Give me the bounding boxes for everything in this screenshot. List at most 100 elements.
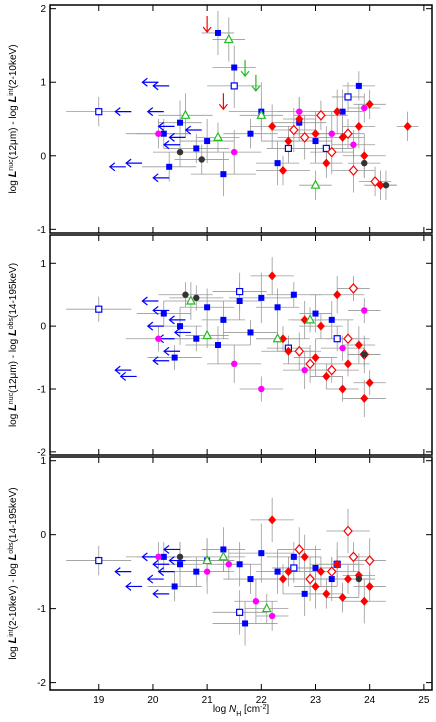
marker — [220, 546, 227, 553]
marker — [193, 335, 200, 342]
y-axis-label-part: (2-10keV) - log — [8, 560, 19, 629]
marker — [163, 346, 181, 356]
marker — [160, 310, 167, 317]
marker — [305, 358, 315, 370]
marker — [300, 552, 309, 562]
marker — [236, 561, 243, 568]
marker — [289, 124, 299, 136]
marker — [403, 121, 412, 131]
marker — [204, 304, 211, 311]
marker — [311, 129, 320, 139]
y-tick-label: 2 — [40, 4, 46, 15]
marker — [361, 104, 368, 112]
marker — [370, 176, 380, 187]
x-axis-label-part: ] — [266, 704, 269, 715]
y-axis-label-part: (2-10keV) — [8, 44, 19, 88]
x-tick-label: 20 — [147, 695, 159, 706]
marker — [168, 132, 186, 142]
marker — [157, 567, 175, 577]
marker — [184, 125, 202, 135]
marker — [354, 121, 363, 131]
marker — [278, 165, 287, 175]
marker — [193, 294, 200, 302]
marker — [247, 576, 254, 583]
marker — [365, 99, 374, 109]
marker — [333, 559, 342, 569]
marker — [204, 138, 211, 145]
marker — [182, 291, 189, 298]
marker — [284, 136, 293, 146]
marker — [316, 321, 325, 331]
marker — [193, 145, 200, 152]
marker — [177, 561, 184, 568]
marker — [361, 351, 368, 358]
marker — [305, 314, 316, 324]
x-axis-label-part: [cm — [241, 704, 260, 715]
marker — [343, 128, 353, 140]
marker — [163, 140, 181, 150]
marker — [168, 556, 186, 566]
marker — [326, 146, 337, 158]
marker — [218, 551, 229, 561]
y-tick-label: -2 — [37, 678, 46, 689]
marker — [125, 581, 143, 591]
marker — [310, 179, 321, 189]
x-axis-label: log NH [cm-2] — [213, 704, 270, 718]
panel-frame — [49, 4, 433, 234]
marker — [214, 342, 221, 348]
marker — [256, 109, 267, 119]
marker — [252, 598, 260, 605]
y-axis-label-part: nuc — [8, 392, 15, 404]
y-axis-label: log Lint(2-10keV) - log Lobs(14-195keV) — [7, 487, 19, 659]
marker — [171, 354, 178, 361]
marker — [328, 316, 335, 323]
marker — [361, 159, 368, 167]
y-axis-label-part: L — [7, 170, 19, 177]
marker — [364, 555, 375, 566]
y-tick-label: 0 — [40, 322, 46, 333]
marker — [155, 553, 162, 561]
marker — [220, 171, 227, 178]
marker — [220, 316, 227, 323]
marker — [360, 393, 369, 403]
marker — [202, 554, 213, 565]
y-axis-label-part: (14-195keV) — [8, 263, 19, 318]
marker — [344, 359, 353, 369]
marker — [141, 296, 159, 306]
marker — [212, 131, 223, 141]
marker — [360, 596, 369, 606]
marker — [344, 574, 353, 584]
marker — [258, 550, 265, 557]
marker — [177, 119, 184, 126]
y-axis-label-part: (12μm) - log — [8, 336, 19, 393]
marker — [360, 151, 369, 161]
marker — [251, 74, 261, 92]
marker — [350, 141, 357, 148]
marker — [274, 304, 281, 311]
marker — [312, 138, 319, 145]
marker — [231, 64, 238, 71]
marker — [177, 323, 184, 330]
marker — [223, 33, 234, 44]
marker — [299, 131, 310, 143]
y-tick-label: -2 — [37, 447, 46, 458]
marker — [274, 160, 281, 167]
y-axis-label-part: int — [8, 88, 15, 95]
marker — [261, 602, 272, 613]
marker — [348, 551, 359, 563]
y-tick-label: 0 — [40, 530, 46, 541]
marker — [355, 82, 362, 89]
marker — [146, 321, 164, 331]
marker — [328, 576, 335, 583]
marker — [305, 573, 315, 585]
marker — [225, 561, 233, 568]
marker — [168, 315, 186, 325]
marker — [290, 564, 298, 572]
marker — [119, 371, 137, 381]
marker — [338, 593, 347, 603]
marker — [202, 329, 213, 340]
marker — [230, 82, 238, 90]
y-tick-label: -1 — [37, 385, 46, 396]
x-axis-label-part: H — [236, 711, 241, 718]
y-tick-label: -1 — [37, 604, 46, 615]
